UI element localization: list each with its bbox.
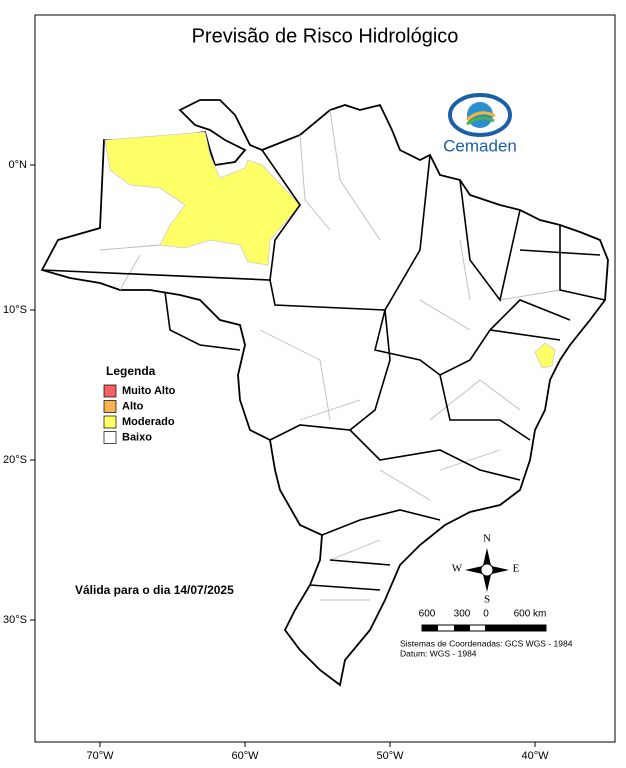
compass-label: S <box>484 594 490 606</box>
legend-label: Moderado <box>122 416 175 428</box>
municipal-borders <box>99 109 561 601</box>
coordinate-note: Sistemas de Coordenadas: GCS WGS - 1984 <box>400 638 573 648</box>
legend-label: Alto <box>122 400 144 412</box>
longitude-label: 50°W <box>376 750 404 762</box>
risk-area <box>104 131 301 266</box>
scale-label: 300 <box>454 609 471 620</box>
state-borders <box>41 149 606 591</box>
compass: N S W E <box>452 533 520 606</box>
latitude-label: 30°S <box>3 614 27 626</box>
latitude-label: 20°S <box>3 454 27 466</box>
latitude-label: 10°S <box>3 304 27 316</box>
latitude-label: 0°N <box>9 159 28 171</box>
logo-text: Cemaden <box>443 136 517 155</box>
risk-area <box>534 342 556 369</box>
longitude-label: 60°W <box>231 750 259 762</box>
legend-label: Muito Alto <box>122 385 176 397</box>
legend-swatch <box>103 415 117 429</box>
scale-label: 0 <box>483 609 489 620</box>
logo: Cemaden <box>443 93 517 155</box>
compass-label: W <box>452 563 463 575</box>
legend-label: Baixo <box>122 431 152 443</box>
legend: Muito Alto Alto Moderado Baixo <box>103 384 176 444</box>
legend-swatch <box>103 400 117 413</box>
map-title: Previsão de Risco Hidrológico <box>192 25 459 47</box>
compass-label: N <box>483 533 491 545</box>
legend-title: Legenda <box>106 364 156 378</box>
scale-bar: 600 300 0 600 km <box>419 609 547 632</box>
legend-swatch <box>103 384 117 398</box>
axis-ticks: 70°W 60°W 50°W 40°W 0°N 10°S 20°S 30°S <box>3 159 549 762</box>
longitude-label: 70°W <box>86 750 114 762</box>
scale-label: 600 km <box>514 609 547 620</box>
scale-label: 600 <box>419 609 436 620</box>
legend-swatch <box>103 431 117 444</box>
validity-text: Válida para o dia 14/07/2025 <box>75 583 234 597</box>
coordinate-note: Datum: WGS - 1984 <box>400 648 477 658</box>
compass-label: E <box>513 563 520 575</box>
longitude-label: 40°W <box>521 750 549 762</box>
